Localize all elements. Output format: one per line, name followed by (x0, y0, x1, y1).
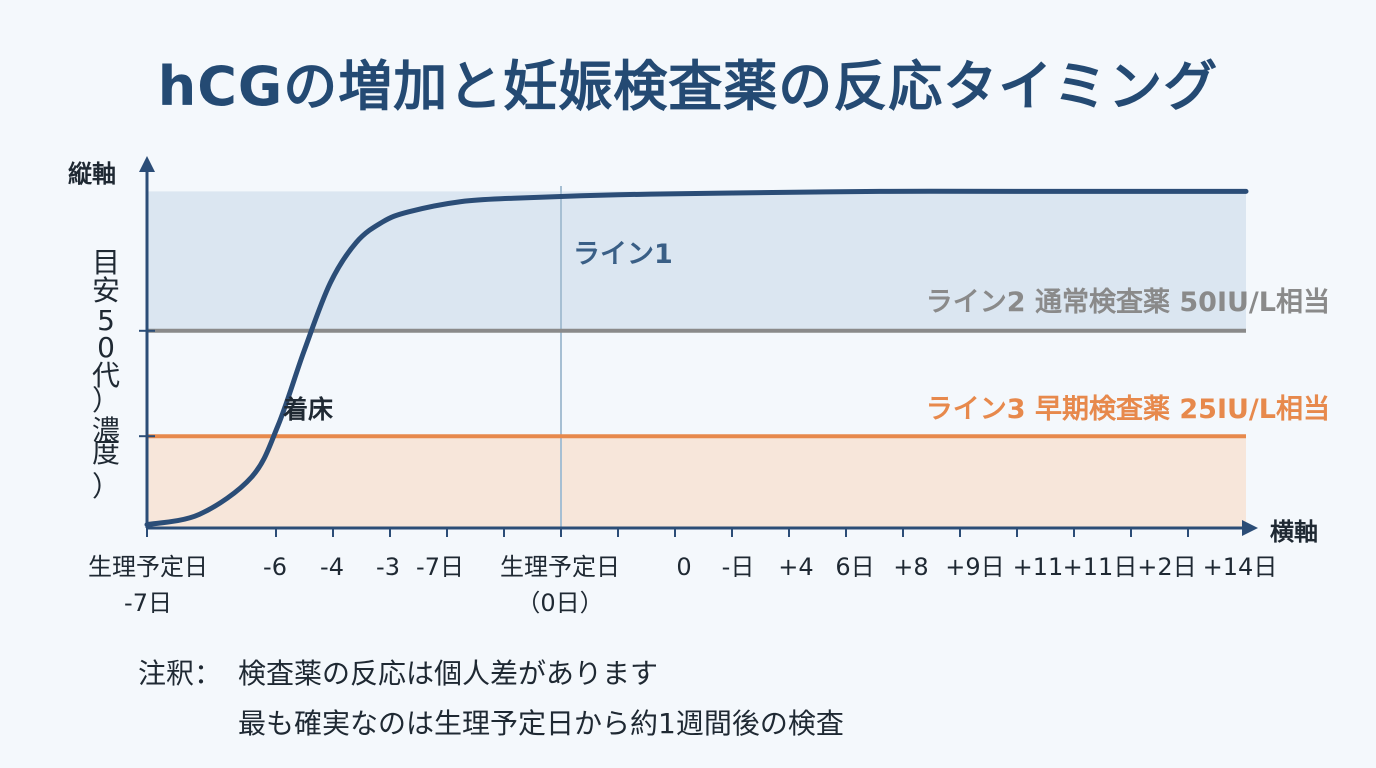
note-line2: 最も確実なのは生理予定日から約1週間後の検査 (238, 707, 844, 740)
x-tick-label: -7日 (416, 553, 464, 581)
x-tick-label: +11 (1013, 553, 1064, 581)
x-tick-label: +9日 (945, 553, 1004, 581)
y-axis-label-char: 目 (92, 246, 120, 279)
chart-title: hCGの増加と妊娠検査薬の反応タイミング (157, 55, 1219, 118)
x-axis-arrow (1242, 520, 1258, 536)
y-axis-arrow (139, 156, 155, 172)
x-tick-label: +2日 (1137, 553, 1196, 581)
early-zone-fill (147, 436, 1246, 528)
x-tick-label: +14日 (1203, 553, 1278, 581)
y-axis-label-char: 度 (92, 436, 120, 469)
x-tick-label: -7日 (124, 589, 172, 617)
y-axis-label-char: 代 (92, 359, 120, 392)
y-axis-label-char: ） (92, 384, 120, 417)
threshold-label-3: ライン3 早期検査薬 25IU/L相当 (926, 394, 1330, 425)
x-tick-label: +4 (778, 553, 813, 581)
x-tick-label: -日 (722, 553, 755, 581)
hcg-curve (144, 188, 1249, 528)
y-axis-label-char: 0 (97, 331, 115, 364)
line1-label: ライン1 (573, 239, 673, 270)
annotation-implantation: 着床 (282, 395, 333, 424)
threshold-label-2: ライン2 通常検査薬 50IU/L相当 (926, 287, 1330, 318)
x-tick-label: 6日 (835, 553, 874, 581)
note-line1: 検査薬の反応は個人差があります (238, 657, 659, 690)
x-tick-label: +8 (893, 553, 928, 581)
note-prefix: 注釈： (138, 657, 223, 690)
x-tick-label: 0 (676, 553, 691, 581)
upper-zone-fill (147, 191, 1246, 331)
x-tick-label: 生理予定日 (500, 553, 620, 581)
y-axis-label-char: ） (92, 470, 120, 503)
x-tick-label: 生理予定日 (88, 553, 208, 581)
y-axis-title: 縦軸 (68, 160, 116, 188)
y-axis-label-char: 濃 (92, 414, 120, 447)
x-axis-title: 横軸 (1270, 518, 1318, 546)
x-tick-label: -3 (376, 553, 400, 581)
x-tick-label: -6 (263, 553, 287, 581)
x-tick-label: +11日 (1063, 553, 1138, 581)
y-axis-label-char: 5 (97, 304, 115, 337)
x-tick-label: -4 (320, 553, 344, 581)
y-axis-label-char: 安 (92, 274, 120, 307)
x-tick-label: （0日） (516, 589, 603, 617)
